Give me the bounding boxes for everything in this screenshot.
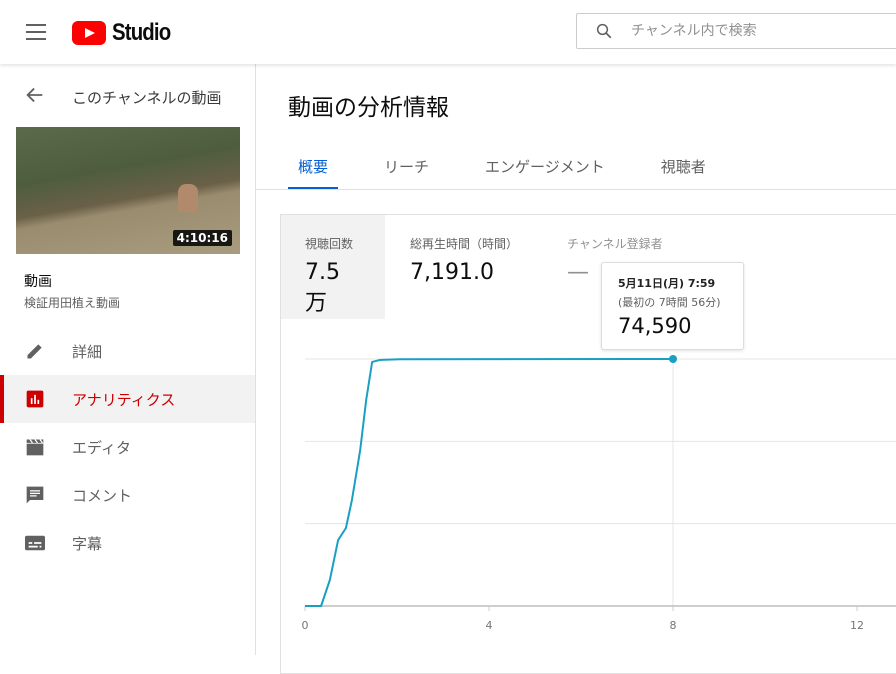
pencil-icon [24, 340, 46, 362]
page-title: 動画の分析情報 [288, 95, 449, 121]
sidebar-item-label: 詳細 [72, 342, 103, 361]
video-subtitle: 検証用田植え動画 [24, 296, 121, 310]
tooltip-value: 74,590 [618, 314, 692, 338]
back-label: このチャンネルの動画 [72, 88, 222, 107]
main-content: 動画の分析情報 概要 リーチ エンゲージメント 視聴者 視聴回数 7.5万 総再生… [256, 64, 896, 674]
tab-engagement[interactable]: エンゲージメント [485, 158, 605, 176]
x-tick-label: 0 [302, 619, 309, 632]
video-title: 動画 [24, 274, 52, 290]
x-tick-label: 8 [670, 619, 677, 632]
tab-bar: 概要 リーチ エンゲージメント 視聴者 [288, 150, 752, 190]
sidebar-item-label: アナリティクス [72, 390, 176, 409]
sidebar-item-label: エディタ [72, 438, 131, 457]
metric-value: 7,191.0 [410, 260, 494, 285]
sidebar-item-comments[interactable]: コメント [0, 471, 255, 519]
youtube-play-icon [72, 21, 106, 45]
sidebar-item-subtitles[interactable]: 字幕 [0, 519, 255, 567]
highlight-point [669, 355, 677, 363]
top-bar: Studio [0, 0, 896, 64]
sidebar-item-details[interactable]: 詳細 [0, 327, 255, 375]
metric-watch-time[interactable]: 総再生時間（時間） 7,191.0 [386, 215, 542, 319]
metric-label: 総再生時間（時間） [410, 237, 519, 251]
sidebar-item-editor[interactable]: エディタ [0, 423, 255, 471]
clapperboard-icon [24, 436, 46, 458]
sidebar: このチャンネルの動画 4:10:16 動画 検証用田植え動画 詳細 アナリティク… [0, 64, 256, 655]
menu-icon[interactable] [26, 24, 46, 40]
search-icon [596, 23, 612, 39]
thumbnail-figure [178, 184, 198, 212]
x-tick-label: 4 [486, 619, 493, 632]
subtitles-icon [24, 532, 46, 554]
metric-value: — [567, 260, 589, 285]
back-to-videos-link[interactable]: このチャンネルの動画 [24, 84, 222, 110]
metric-value: 7.5万 [305, 260, 340, 316]
comment-icon [24, 484, 46, 506]
tab-overview[interactable]: 概要 [288, 150, 339, 190]
arrow-left-icon [24, 84, 46, 110]
sidebar-nav: 詳細 アナリティクス エディタ コメント 字幕 [0, 327, 255, 567]
search-input[interactable] [631, 23, 871, 39]
metric-label: チャンネル登録者 [567, 237, 663, 251]
search-box[interactable] [576, 13, 896, 49]
sidebar-item-analytics[interactable]: アナリティクス [0, 375, 255, 423]
youtube-studio-logo[interactable]: Studio [72, 19, 181, 47]
logo-text: Studio [112, 19, 171, 46]
analytics-card: 視聴回数 7.5万 総再生時間（時間） 7,191.0 チャンネル登録者 — [280, 214, 896, 674]
tooltip-subtitle: (最初の 7時間 56分) [618, 296, 721, 309]
x-tick-label: 12 [850, 619, 864, 632]
chart-tooltip: 5月11日(月) 7:59 (最初の 7時間 56分) 74,590 [601, 262, 744, 350]
metric-label: 視聴回数 [305, 237, 354, 251]
video-thumbnail[interactable]: 4:10:16 [16, 127, 240, 254]
metric-subscribers[interactable]: チャンネル登録者 — [543, 215, 687, 319]
tooltip-date: 5月11日(月) 7:59 [618, 277, 716, 290]
sidebar-item-label: コメント [72, 486, 133, 505]
analytics-icon [24, 388, 46, 410]
sidebar-item-label: 字幕 [72, 534, 103, 553]
tab-reach[interactable]: リーチ [384, 158, 430, 176]
tab-audience[interactable]: 視聴者 [660, 158, 706, 176]
metric-views[interactable]: 視聴回数 7.5万 [281, 215, 385, 319]
views-line-chart[interactable]: 0 4 8 12 [280, 340, 896, 655]
views-series-line [305, 358, 674, 607]
video-duration: 4:10:16 [172, 230, 232, 246]
tab-divider [256, 189, 896, 190]
